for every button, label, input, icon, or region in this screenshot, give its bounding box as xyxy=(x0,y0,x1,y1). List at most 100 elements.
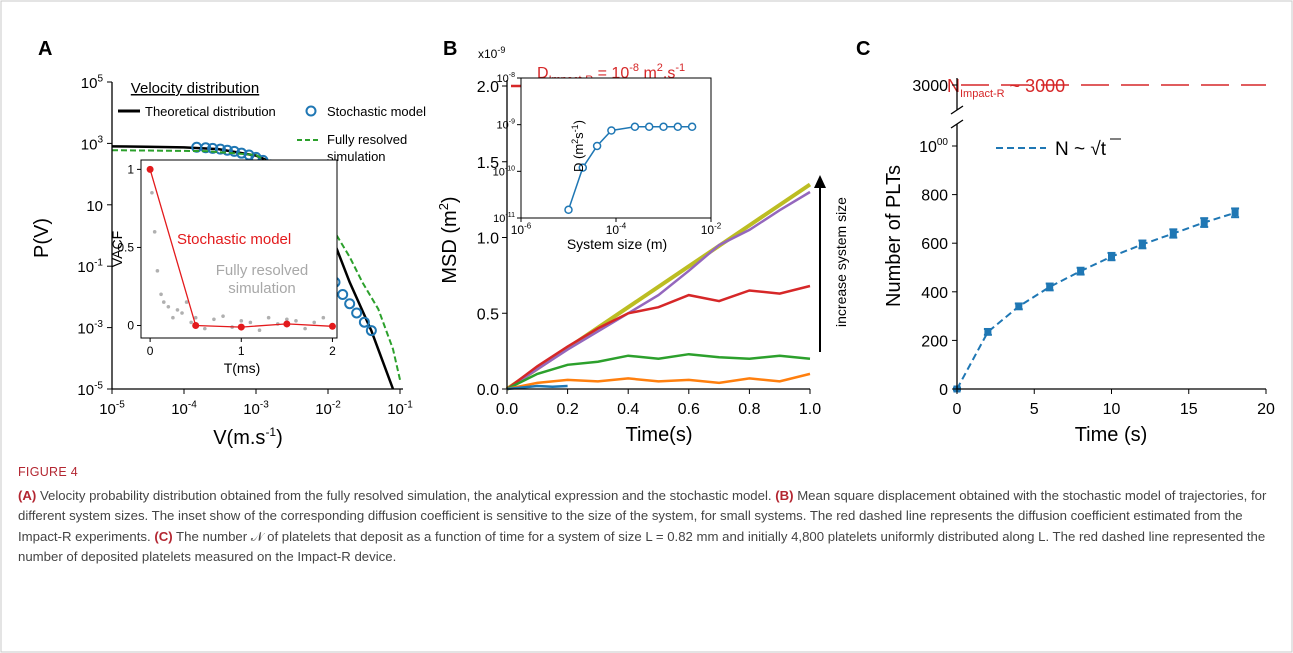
panel-c-x-ticks: 0 5 10 15 20 xyxy=(953,389,1275,418)
legend-sqrt-label: N ~ √t xyxy=(1055,139,1107,160)
arrow-label: increase system size xyxy=(833,197,849,327)
panel-c-plot-area xyxy=(953,84,1266,393)
inset-d-point-7 xyxy=(673,122,683,132)
x-tick-label: 5 xyxy=(1030,401,1039,418)
figure-caption: FIGURE 4 (A) Velocity probability distri… xyxy=(18,462,1280,568)
panel-letter-b: B xyxy=(443,38,457,60)
caption-tag-a: (A) xyxy=(18,487,37,503)
inset-stochastic-point-2 xyxy=(237,323,245,331)
inset-stochastic-point-4 xyxy=(328,322,336,330)
stochastic-marker-24 xyxy=(365,325,377,337)
inset-d-point-5 xyxy=(644,122,654,132)
resolved-point-23 xyxy=(303,326,307,331)
stochastic-marker-2 xyxy=(207,142,219,154)
x-tick-label: 0.4 xyxy=(617,401,639,418)
x-tick-label: 0 xyxy=(953,401,962,418)
y-tick-label: 10 xyxy=(86,198,103,215)
inset-d-point-0 xyxy=(564,205,573,215)
inset-x-tick-label: 0 xyxy=(147,344,154,358)
y-tick-label: 0.5 xyxy=(477,306,499,323)
resolved-point-8 xyxy=(180,311,184,315)
inset-a-stochastic-label: Stochastic model xyxy=(177,231,291,248)
caption-figure-label: FIGURE 4 xyxy=(18,465,79,479)
msd-series-orange xyxy=(506,372,811,391)
inset-d-point-2 xyxy=(592,141,602,151)
inset-stochastic-point-1 xyxy=(192,322,200,330)
legend-stochastic-marker xyxy=(305,105,317,117)
resolved-point-17 xyxy=(248,320,253,325)
panel-a-legend-title: Velocity distribution xyxy=(131,80,259,97)
caption-text-c: The number 𝒩 of platelets that deposit a… xyxy=(18,528,1266,565)
resolved-point-24 xyxy=(312,320,317,325)
x-tick-label: 1.0 xyxy=(799,401,821,418)
axis-break-upper-mark xyxy=(950,105,964,115)
y-tick-label: 2.0 xyxy=(477,79,499,96)
stochastic-marker-5 xyxy=(228,145,240,157)
resolved-point-0 xyxy=(150,190,154,195)
panel-a: 10-5 10-4 10-3 10-2 10-1 10-510-310-11010310… xyxy=(31,73,426,449)
data-point-3 xyxy=(1046,283,1054,291)
y-tick-label: 0 xyxy=(939,382,948,399)
data-point-4 xyxy=(1077,267,1085,275)
data-point-9 xyxy=(1231,209,1239,217)
y-tick-label: 0.0 xyxy=(477,382,499,399)
data-point-2 xyxy=(1015,302,1023,310)
x-tick-label: 0.0 xyxy=(496,401,518,418)
x-tick-label: 0.6 xyxy=(678,401,700,418)
resolved-point-9 xyxy=(184,300,189,304)
sqrt-series-line xyxy=(956,211,1236,390)
y-tick-label: 1.0 xyxy=(477,231,499,248)
arrow-up-icon xyxy=(814,175,826,188)
panel-letter-c: C xyxy=(856,38,870,60)
x-tick-label: 15 xyxy=(1180,401,1198,418)
axis-break-lower-mark xyxy=(950,119,964,129)
msd-series-green xyxy=(506,352,811,391)
msd-series-red xyxy=(506,284,811,391)
y-tick-label: 400 xyxy=(921,285,948,302)
resolved-point-1 xyxy=(152,230,157,234)
resolved-point-25 xyxy=(321,315,326,320)
caption-text-b: Mean square displacement obtained with t… xyxy=(18,487,1267,544)
resolved-point-7 xyxy=(175,308,180,312)
data-point-6 xyxy=(1138,240,1146,248)
resolved-point-2 xyxy=(155,269,160,273)
resolved-point-21 xyxy=(285,317,289,322)
resolved-point-16 xyxy=(239,319,244,323)
y-tick-label: 3000 xyxy=(912,78,948,95)
panel-c-x-label: Time (s) xyxy=(1075,424,1148,446)
y-tick-label: 200 xyxy=(921,333,948,350)
stochastic-marker-22 xyxy=(351,307,363,319)
inset-a-x-label: T(ms) xyxy=(224,360,261,376)
y-tick-label: 1.5 xyxy=(477,155,499,172)
panel-b: x10-9 DImpact-R = 10-8 m2.s-1 0.00.20.40… xyxy=(436,45,849,446)
panel-b-y-label: MSD (m2) xyxy=(436,196,461,283)
inset-x-tick-label: 2 xyxy=(329,344,336,358)
legend-stochastic-label: Stochastic model xyxy=(327,104,426,119)
stochastic-marker-20 xyxy=(337,288,349,300)
inset-d-point-1 xyxy=(578,163,588,172)
panel-a-inset-plot: 0 1 2 0 0.5 1 xyxy=(117,162,336,358)
inset-a-y-label: VACF xyxy=(109,231,125,267)
y-tick-label: 800 xyxy=(921,188,948,205)
inset-stochastic-point-3 xyxy=(283,320,291,328)
msd-series-purple xyxy=(506,190,811,391)
x-tick-label: 0.2 xyxy=(556,401,578,418)
resolved-point-18 xyxy=(257,328,262,332)
inset-b-x-label: System size (m) xyxy=(567,236,667,252)
caption-text: (A) Velocity probability distribution ob… xyxy=(18,486,1280,568)
inset-d-point-3 xyxy=(607,126,616,135)
panel-b-plot-area xyxy=(505,84,812,391)
inset-d-point-6 xyxy=(659,122,668,132)
resolved-point-6 xyxy=(171,315,175,320)
data-point-8 xyxy=(1200,219,1208,227)
stochastic-marker-3 xyxy=(214,143,226,155)
caption-tag-b: (B) xyxy=(775,487,794,503)
panel-c-y-label: Number of PLTs xyxy=(883,165,905,307)
stochastic-marker-4 xyxy=(221,144,233,156)
panel-a-y-label: P(V) xyxy=(31,218,53,258)
resolved-point-10 xyxy=(189,320,193,325)
inset-y-tick-label: 0 xyxy=(127,319,134,333)
